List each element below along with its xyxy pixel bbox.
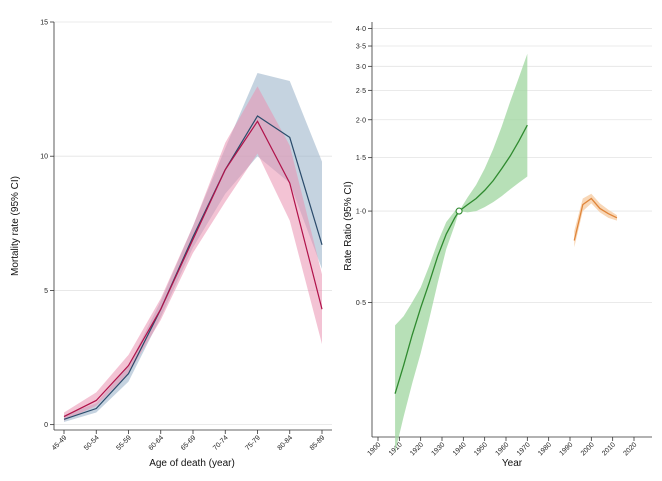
right-y-tick-label: 2·5 bbox=[356, 88, 366, 95]
right-series-line-b bbox=[573, 197, 618, 241]
right-y-tick-label: 1·5 bbox=[356, 155, 366, 162]
right-y-tick-label: 2·0 bbox=[356, 117, 366, 124]
right-x-tick-label: 1990 bbox=[558, 441, 574, 457]
left-series-line-a bbox=[63, 115, 323, 420]
right-ci-band-b bbox=[574, 193, 617, 248]
left-x-tick-label: 70-74 bbox=[212, 434, 230, 452]
left-x-tick-label: 60-64 bbox=[148, 434, 166, 452]
left-y-tick-label: 10 bbox=[40, 154, 48, 161]
right-y-tick-label: 3·5 bbox=[356, 44, 366, 51]
left-series-line-b bbox=[63, 120, 323, 418]
right-x-tick-label: 1930 bbox=[430, 441, 446, 457]
right-y-axis-title: Rate Ratio (95% CI) bbox=[343, 181, 354, 270]
right-x-tick-label: 2000 bbox=[580, 441, 596, 457]
left-x-tick-label: 45-49 bbox=[51, 434, 69, 452]
left-x-tick-label: 50-54 bbox=[83, 434, 101, 452]
right-y-tick-label: 4·0 bbox=[356, 26, 366, 33]
right-x-tick-label: 2020 bbox=[622, 441, 638, 457]
left-ci-band-b bbox=[64, 86, 322, 421]
left-y-tick-label: 15 bbox=[40, 20, 48, 27]
left-y-axis-title: Mortality rate (95% CI) bbox=[10, 176, 21, 276]
right-y-tick-label: 1·0 bbox=[356, 209, 366, 216]
right-y-tick-label: 0·5 bbox=[356, 300, 366, 307]
left-y-tick-label: 0 bbox=[44, 422, 48, 429]
left-x-tick-label: 55-59 bbox=[115, 434, 133, 452]
left-y-tick-label: 5 bbox=[44, 288, 48, 295]
right-x-axis-title: Year bbox=[502, 458, 523, 469]
left-x-tick-label: 75-79 bbox=[244, 434, 262, 452]
right-x-tick-label: 1950 bbox=[473, 441, 489, 457]
right-ci-band-a bbox=[395, 53, 528, 453]
left-x-tick-label: 85-89 bbox=[309, 434, 327, 452]
right-y-tick-label: 3·0 bbox=[356, 64, 366, 71]
right-x-tick-label: 1900 bbox=[366, 441, 382, 457]
right-x-tick-label: 1920 bbox=[409, 441, 425, 457]
left-ci-band-a bbox=[64, 73, 322, 422]
right-x-tick-label: 2010 bbox=[601, 441, 617, 457]
right-x-tick-label: 1960 bbox=[494, 441, 510, 457]
right-reference-point bbox=[455, 207, 463, 215]
left-x-tick-label: 80-84 bbox=[277, 434, 295, 452]
left-x-axis-title: Age of death (year) bbox=[149, 458, 235, 469]
right-x-tick-label: 1940 bbox=[452, 441, 468, 457]
right-x-tick-label: 1980 bbox=[537, 441, 553, 457]
left-x-tick-label: 65-69 bbox=[180, 434, 198, 452]
right-x-tick-label: 1970 bbox=[516, 441, 532, 457]
